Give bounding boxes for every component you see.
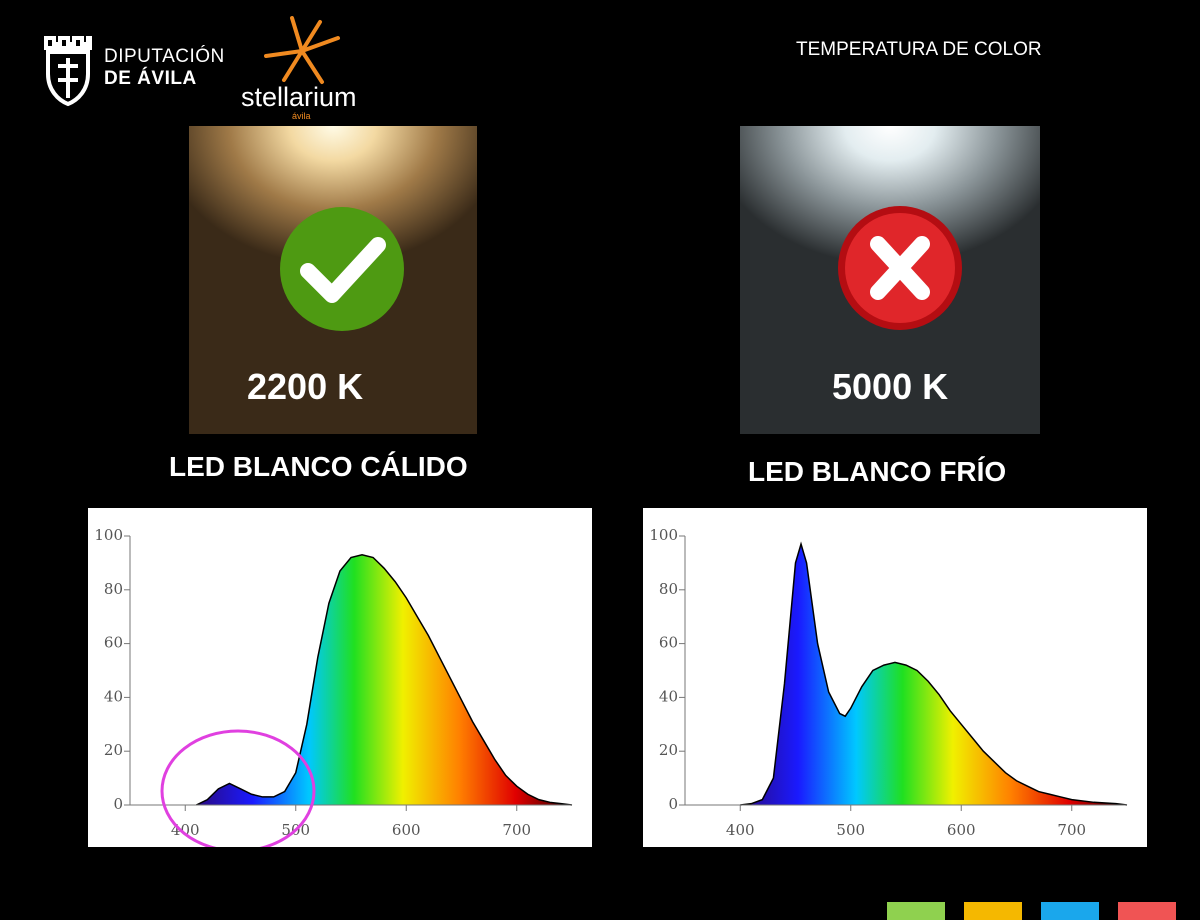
color-swatch (964, 902, 1022, 920)
y-tick-label: 60 (659, 634, 678, 652)
logo-line: DIPUTACIÓN (104, 46, 225, 67)
color-swatch (1041, 902, 1099, 920)
highlight-ellipse (160, 729, 316, 847)
y-tick-label: 40 (659, 687, 678, 705)
y-tick-label: 80 (659, 580, 678, 598)
y-tick-label: 40 (104, 687, 123, 705)
y-tick-label: 80 (104, 580, 123, 598)
x-tick-label: 700 (1057, 821, 1086, 839)
slide-title: TEMPERATURA DE COLOR (796, 39, 1042, 60)
y-tick-label: 20 (104, 741, 123, 759)
spectrum-outline (195, 554, 573, 806)
logo-shield (44, 36, 92, 107)
y-tick-label: 20 (659, 741, 678, 759)
color-swatch (887, 902, 945, 920)
y-tick-label: 0 (113, 795, 123, 813)
panel-label: LED BLANCO FRÍO (748, 456, 1007, 487)
panel-label: LED BLANCO CÁLIDO (169, 451, 468, 482)
logo-star (264, 16, 340, 84)
y-tick-label: 100 (94, 526, 123, 544)
temperature: 5000 K (832, 366, 949, 407)
logo-text: DIPUTACIÓN DE ÁVILA (104, 46, 225, 90)
spectrum-area (740, 544, 1127, 805)
x-tick-label: 600 (392, 821, 421, 839)
x-tick-label: 400 (171, 821, 200, 839)
logo-line: DE ÁVILA (104, 68, 197, 89)
temperature: 2200 K (247, 366, 364, 407)
check-icon (280, 207, 404, 331)
y-tick-label: 100 (649, 526, 678, 544)
cross-icon (838, 206, 962, 330)
logo-sub: ávila (292, 111, 311, 121)
spectrum-chart: 0 20 40 60 80 100 400 500 600 700 (643, 508, 1147, 847)
spectrum-area (196, 554, 573, 805)
spectrum-outline (740, 541, 1128, 806)
x-tick-label: 500 (836, 821, 865, 839)
color-swatch (1118, 902, 1176, 920)
y-tick-label: 60 (104, 634, 123, 652)
x-tick-label: 400 (726, 821, 755, 839)
x-tick-label: 600 (947, 821, 976, 839)
x-tick-label: 700 (502, 821, 531, 839)
y-tick-label: 0 (668, 795, 678, 813)
logo-text: stellarium (241, 82, 357, 112)
